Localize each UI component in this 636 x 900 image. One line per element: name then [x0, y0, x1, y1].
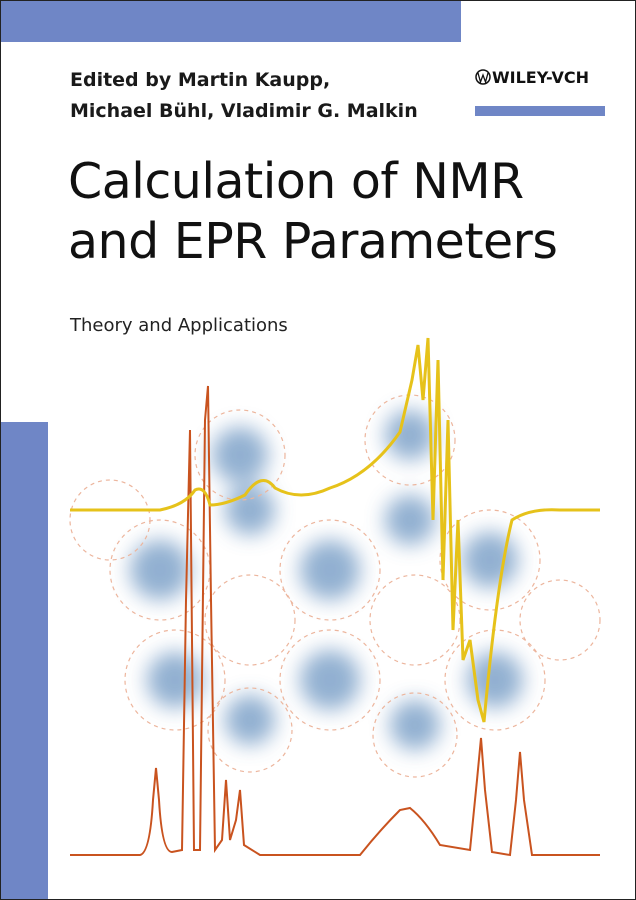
top-band	[1, 1, 461, 42]
side-band	[1, 422, 48, 899]
publisher-name: WILEY-VCH	[492, 68, 589, 87]
editor-line: Michael Bühl, Vladimir G. Malkin	[70, 100, 418, 122]
subtitle: Theory and Applications	[69, 315, 288, 336]
publisher-band	[475, 106, 605, 116]
title-line: and EPR Parameters	[68, 213, 557, 270]
editor-line: Edited by Martin Kaupp,	[70, 69, 330, 91]
title-line: Calculation of NMR	[68, 153, 524, 210]
epr-spectrum	[70, 337, 600, 723]
publisher-logo: WILEY-VCH	[475, 68, 589, 87]
nmr-spectrum	[70, 385, 600, 857]
